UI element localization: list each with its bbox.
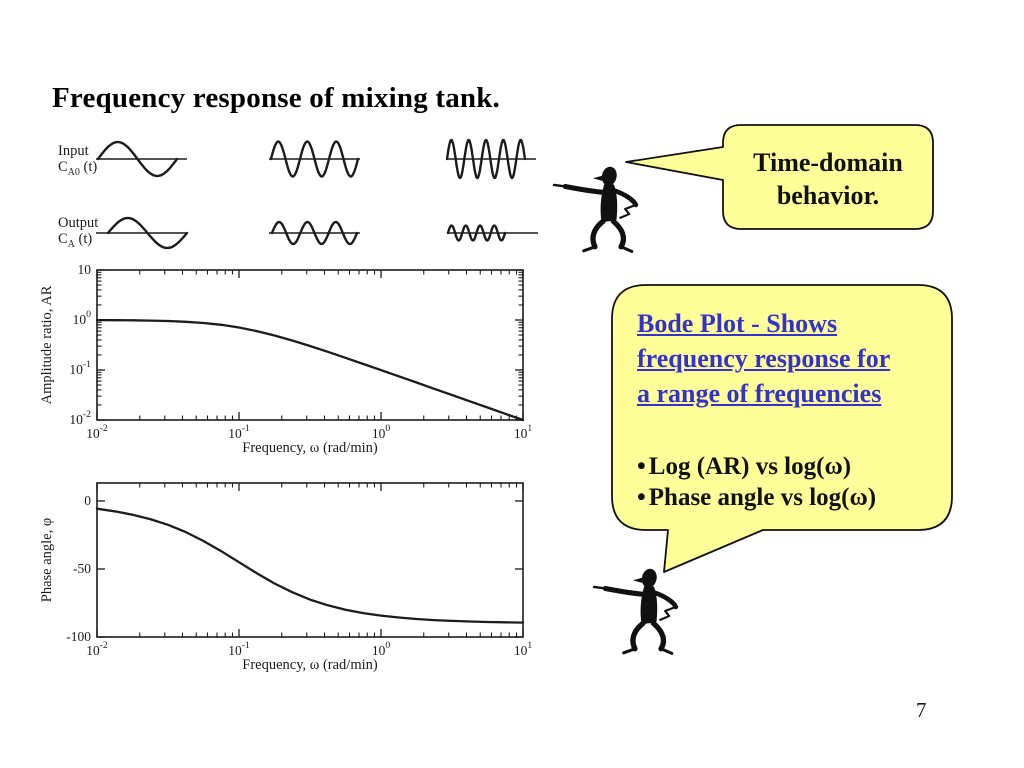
phase-angle-bode-plot: 10-2 10-1 100 101 0 -50 -100 Frequency, ω (rad/…	[39, 482, 533, 673]
tick-label: 10-2	[86, 423, 108, 441]
bode-bullet-list: • Log (AR) vs log(ω) • Phase angle vs lo…	[637, 451, 939, 513]
output-wave-label: Output CA (t)	[58, 215, 98, 253]
output-sine-wave	[106, 216, 189, 250]
tick-label: 101	[514, 640, 533, 658]
callout1-line: Time-domain	[753, 148, 903, 177]
bode-heading-line: a range of frequencies	[637, 379, 882, 408]
bode-curve	[95, 507, 525, 624]
tick-label: 10-1	[228, 423, 250, 441]
plot-frame	[96, 482, 524, 638]
tick-label: -50	[73, 561, 91, 576]
input-wave-label: Input CA0 (t)	[58, 143, 97, 181]
speech-bubble-bode	[611, 284, 953, 573]
bode-heading-line: Bode Plot - Shows	[637, 309, 838, 338]
bullet-item: • Log (AR) vs log(ω)	[637, 451, 939, 482]
tick-label: 100	[372, 423, 391, 441]
x-axis-title: Frequency, ω (rad/min)	[242, 440, 378, 456]
tick-label: 10-1	[228, 640, 250, 658]
slide-title: Frequency response of mixing tank.	[52, 82, 501, 114]
speech-bubble-shape	[611, 284, 953, 573]
input-sine-wave	[445, 138, 527, 180]
tick-label: 10-2	[69, 409, 91, 427]
bode-link-text[interactable]: Bode Plot - Shows frequency response for…	[637, 306, 939, 411]
callout1-line: behavior.	[776, 181, 880, 210]
input-sine-wave	[96, 140, 179, 178]
amplitude-ratio-bode-plot: 10-2 10-1 100 101 10 100 10-1 10-2 Frequency, ω …	[39, 262, 533, 456]
y-axis-title: Phase angle, φ	[39, 518, 55, 602]
tick-label: 10-1	[69, 359, 91, 377]
input-label-word: Input	[58, 143, 89, 159]
waveform-figure	[96, 138, 538, 250]
tick-label: 101	[514, 423, 533, 441]
output-label-word: Output	[58, 215, 99, 231]
time-domain-callout-text: Time-domain behavior.	[727, 146, 929, 212]
tick-label: 10-2	[86, 640, 108, 658]
tick-label: -100	[66, 629, 91, 644]
tick-label: 0	[84, 493, 91, 508]
x-axis-title: Frequency, ω (rad/min)	[242, 657, 378, 673]
bullet-icon: •	[637, 484, 646, 511]
bullet-item: • Phase angle vs log(ω)	[637, 482, 939, 513]
input-label-symbol: CA0 (t)	[58, 159, 98, 178]
speech-bubble-shape	[625, 124, 934, 230]
bode-callout-text: Bode Plot - Shows frequency response for…	[637, 306, 939, 513]
output-label-symbol: CA (t)	[58, 231, 93, 250]
bullet-text: Log (AR) vs log(ω)	[648, 453, 852, 480]
y-axis-title: Amplitude ratio, AR	[39, 285, 55, 404]
page-number: 7	[916, 698, 927, 722]
bode-heading-line: frequency response for	[637, 344, 891, 373]
bullet-icon: •	[637, 453, 646, 480]
tick-label: 100	[73, 309, 92, 327]
tick-label: 100	[372, 640, 391, 658]
output-sine-wave	[270, 220, 359, 246]
tick-label: 10	[78, 262, 92, 277]
input-sine-wave	[269, 140, 360, 178]
bode-curve	[95, 318, 525, 422]
plot-frame	[96, 269, 524, 421]
bullet-text: Phase angle vs log(ω)	[648, 484, 877, 511]
speech-bubble-time-domain	[625, 124, 934, 230]
output-sine-wave	[446, 224, 507, 242]
